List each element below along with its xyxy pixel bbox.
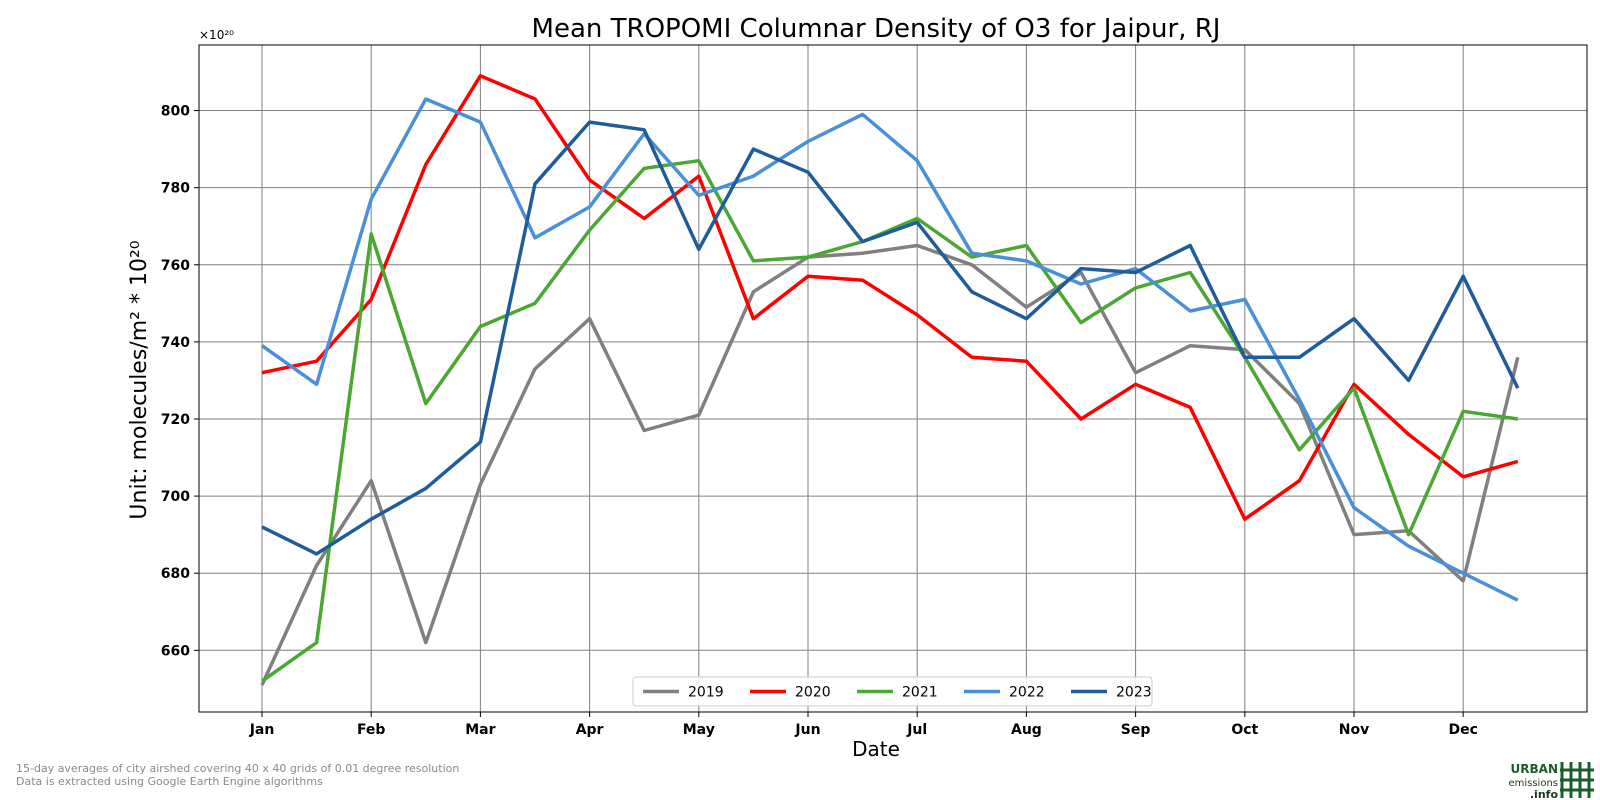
logo-text-urban: URBAN <box>1511 762 1558 776</box>
x-axis-ticks: Jan Feb Mar Apr May Jun Jul Aug Sep Oct Nov Dec <box>249 712 1478 738</box>
y-axis-ticks: 660 680 700 720 740 760 780 800 <box>161 104 199 659</box>
plot-frame <box>198 44 1588 713</box>
x-tick-label: Jan <box>249 722 275 738</box>
footnote-line-1: 15-day averages of city airshed covering… <box>16 762 460 775</box>
footnote-line-2: Data is extracted using Google Earth Eng… <box>16 775 323 788</box>
x-tick-label: Apr <box>576 722 604 738</box>
grid <box>199 45 1587 712</box>
y-tick-label: 660 <box>161 643 190 659</box>
y-axis-multiplier: ×10²⁰ <box>199 28 234 42</box>
legend-label-2022: 2022 <box>1009 685 1045 701</box>
y-tick-label: 700 <box>161 489 190 505</box>
series-line-2021 <box>260 158 1519 683</box>
series-lines <box>260 74 1520 686</box>
y-tick-label: 800 <box>161 104 190 120</box>
y-tick-label: 740 <box>161 335 190 351</box>
y-tick-label: 720 <box>161 412 190 428</box>
legend: 2019 2020 2021 2022 2023 <box>632 676 1153 707</box>
x-tick-label: Dec <box>1448 722 1477 738</box>
x-tick-label: Mar <box>465 722 495 738</box>
x-tick-label: Feb <box>357 722 386 738</box>
x-tick-label: Nov <box>1339 722 1369 738</box>
y-tick-label: 780 <box>161 181 190 197</box>
y-tick-label: 760 <box>161 258 190 274</box>
logo-text-info: .info <box>1530 788 1559 798</box>
x-tick-label: Jul <box>906 722 927 738</box>
chart-title: Mean TROPOMI Columnar Density of O3 for … <box>532 14 1221 44</box>
x-tick-label: Aug <box>1011 722 1042 738</box>
series-line-2022 <box>260 97 1519 602</box>
grid-icon <box>1560 762 1594 798</box>
x-tick-label: May <box>683 722 715 738</box>
series-line-2020 <box>261 74 1519 521</box>
urban-emissions-logo: URBAN emissions .info <box>1508 762 1594 798</box>
x-tick-label: Oct <box>1231 722 1258 738</box>
y-axis-label: Unit: molecules/m² * 10²⁰ <box>127 240 152 519</box>
legend-label-2019: 2019 <box>688 685 724 701</box>
y-tick-label: 680 <box>161 566 190 582</box>
series-line-2023 <box>261 120 1520 556</box>
legend-label-2023: 2023 <box>1116 685 1152 701</box>
logo-text-emissions: emissions <box>1508 778 1558 789</box>
series-line-2019 <box>260 243 1520 686</box>
legend-label-2021: 2021 <box>902 685 938 701</box>
x-tick-label: Sep <box>1121 722 1151 738</box>
legend-label-2020: 2020 <box>795 685 831 701</box>
x-axis-label: Date <box>852 737 900 761</box>
x-tick-label: Jun <box>794 722 820 738</box>
